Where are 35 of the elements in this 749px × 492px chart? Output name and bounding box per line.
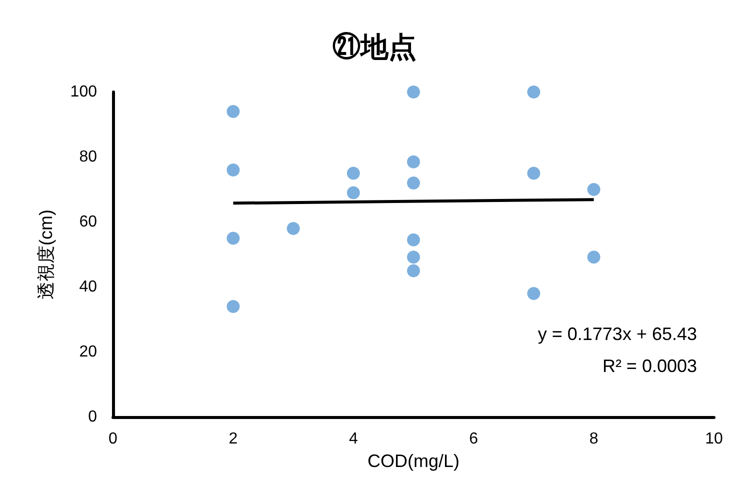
point (226, 105, 240, 118)
point (587, 250, 600, 264)
point (346, 186, 360, 200)
point (527, 86, 540, 98)
y-tick-label: 60 (79, 214, 98, 230)
x-tick-label: 4 (348, 430, 358, 448)
point (226, 164, 240, 176)
y-tick-label: 0 (88, 408, 98, 426)
x-tick-label: 6 (469, 430, 478, 448)
point (226, 300, 240, 313)
point (407, 155, 420, 168)
point (587, 183, 600, 196)
x-tick-label: 10 (705, 430, 723, 448)
x-tick-label: 2 (228, 430, 238, 448)
x-axis-title: COD(mg/L) (367, 450, 460, 471)
y-tick-label: 100 (70, 84, 98, 100)
point (407, 176, 420, 190)
y-tick-label: 40 (79, 278, 98, 296)
y-tick-label: 80 (79, 148, 98, 166)
x-tick-label: 8 (589, 430, 598, 448)
annotation: R² = 0.0003 (602, 356, 697, 376)
point (346, 166, 360, 180)
point (407, 264, 420, 278)
y-axis-title: 透視度(cm) (36, 210, 56, 300)
point (527, 166, 540, 180)
x-tick-label: 0 (108, 430, 118, 448)
point (407, 233, 420, 246)
point (407, 250, 420, 264)
point (286, 222, 300, 235)
chart-title: ㉑地点 (332, 32, 416, 62)
annotation: y = 0.1773x + 65.43 (538, 324, 698, 344)
y-tick-label: 20 (79, 344, 98, 360)
point (226, 232, 240, 245)
point (407, 86, 420, 98)
point (527, 287, 540, 300)
